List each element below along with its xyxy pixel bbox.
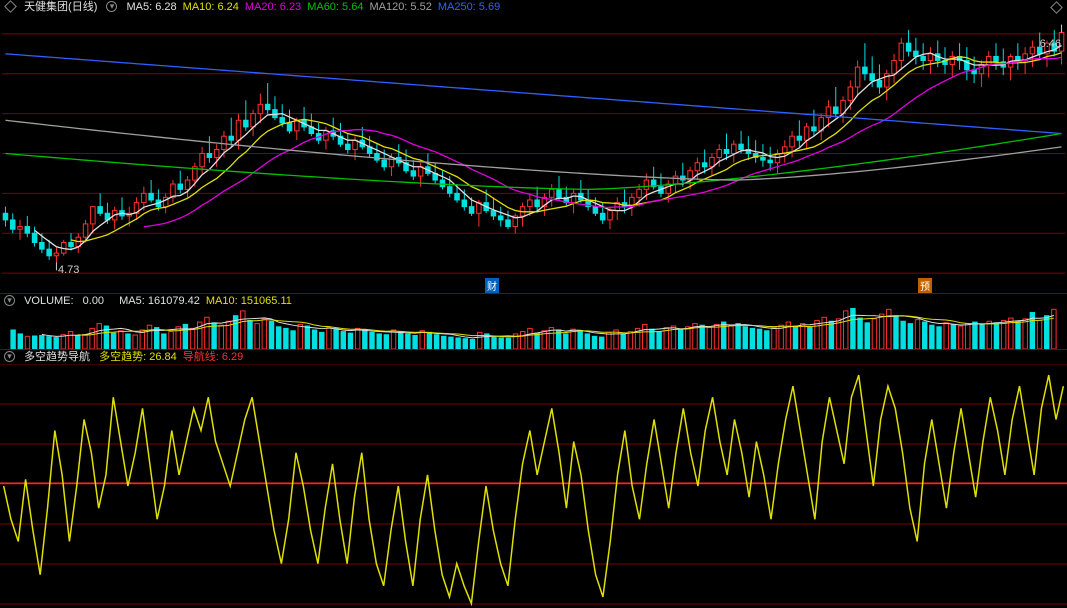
panel-volume: ▾ VOLUME: 0.00 MA5: 161079.42 MA10: 15106… [0, 294, 1067, 350]
ma-readout: MA60: 5.64 [307, 1, 363, 13]
toggle-icon[interactable]: ▾ [4, 295, 15, 306]
main-chart-canvas [0, 0, 1067, 293]
price-high-label: 6.46 [1040, 38, 1061, 50]
header-main: 天健集团(日线) ▾ MA5: 6.28 MA10: 6.24 MA20: 6.23… [0, 0, 1067, 14]
marker-cai: 财 [485, 278, 499, 293]
stock-title: 天健集团(日线) [24, 1, 97, 13]
expand-icon-left[interactable] [4, 0, 17, 13]
corner-controls [1050, 2, 1063, 14]
ma-readout: 多空趋势: 26.84 [99, 351, 177, 363]
ma-readout: MA20: 6.23 [245, 1, 301, 13]
ma-readout: MA250: 5.69 [438, 1, 500, 13]
header-indicator: ▾ 多空趋势导航 多空趋势: 26.84 导航线: 6.29 [0, 350, 1067, 364]
ma-readout: 导航线: 6.29 [183, 351, 244, 363]
panel-main-candlestick: 天健集团(日线) ▾ MA5: 6.28 MA10: 6.24 MA20: 6.23… [0, 0, 1067, 294]
indicator-chart-canvas [0, 350, 1067, 608]
header-volume: ▾ VOLUME: 0.00 MA5: 161079.42 MA10: 15106… [0, 294, 1067, 308]
ma-readout: MA5: 161079.42 [119, 295, 200, 307]
price-low-label: 4.73 [58, 264, 79, 276]
ma-readout: MA10: 151065.11 [206, 295, 292, 307]
vol-title: VOLUME: 0.00 [24, 295, 113, 307]
ind-title: 多空趋势导航 [24, 351, 90, 363]
marker-yu: 预 [918, 278, 932, 293]
toggle-icon[interactable]: ▾ [4, 351, 15, 362]
ma-readout: MA5: 6.28 [127, 1, 177, 13]
panel-indicator: ▾ 多空趋势导航 多空趋势: 26.84 导航线: 6.29 [0, 350, 1067, 608]
ma-readout: MA10: 6.24 [183, 1, 239, 13]
toggle-icon[interactable]: ▾ [106, 1, 117, 12]
ma-readout: MA120: 5.52 [369, 1, 431, 13]
expand-icon-right[interactable] [1050, 1, 1063, 14]
